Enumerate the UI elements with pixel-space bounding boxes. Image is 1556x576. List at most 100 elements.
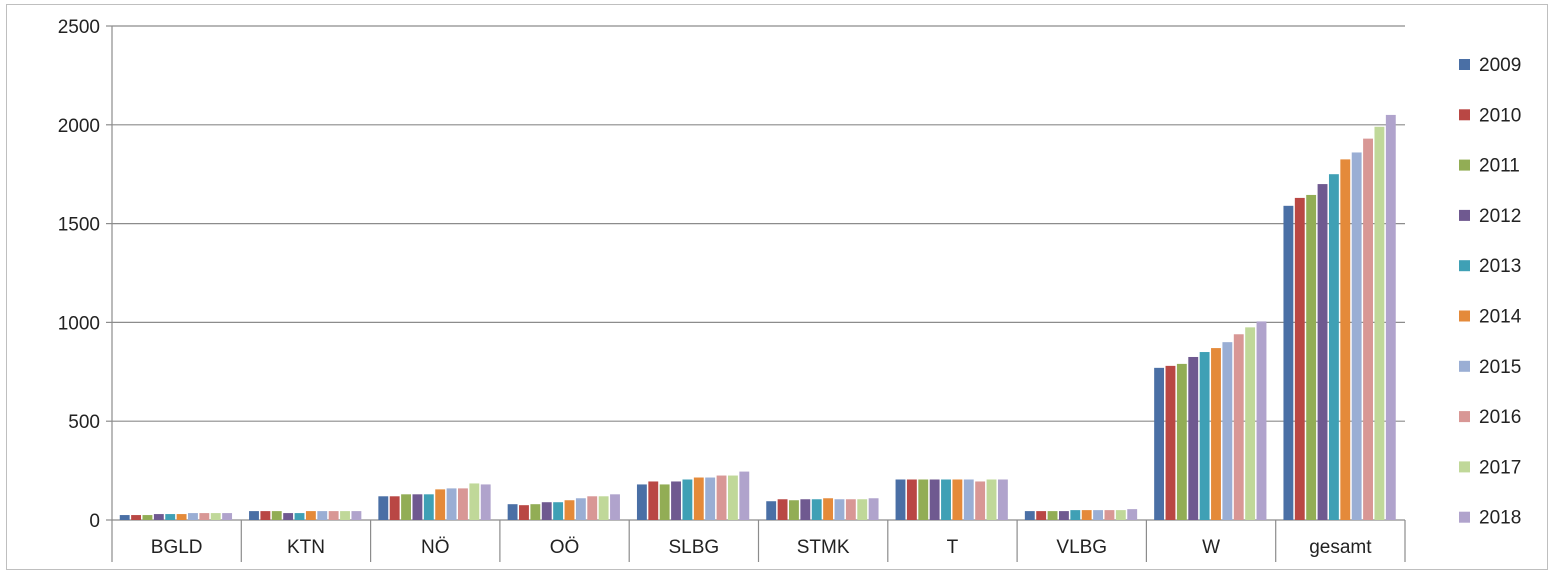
legend-swatch [1459,310,1470,322]
x-tick-label: KTN [287,537,325,558]
x-tick-label: STMK [797,537,850,558]
bar-BGLD-2014 [176,514,187,520]
legend-swatch [1459,159,1470,171]
x-tick-label: W [1202,537,1220,558]
bar-gesamt-2010 [1294,197,1305,521]
legend-item-2015: 2015 [1459,357,1521,378]
y-tick-label: 0 [89,511,100,532]
bar-OÖ-2012 [541,502,552,520]
bar-NÖ-2015 [446,488,457,520]
bar-STMK-2016 [845,499,856,520]
bar-T-2015 [963,479,974,520]
bar-STMK-2014 [823,498,834,520]
x-tick-label: gesamt [1309,537,1372,558]
bar-W-2013 [1199,352,1210,520]
bar-OÖ-2015 [575,498,586,520]
legend: 2009 2010 2011 2012 2013 2014 2015 2016 2017 2018 [1459,55,1522,529]
bar-VLBG-2010 [1036,511,1047,520]
bar-BGLD-2017 [210,513,221,520]
bar-OÖ-2010 [519,505,529,520]
bar-OÖ-2009 [507,504,518,520]
bar-OÖ-2014 [564,500,575,520]
bars [119,114,1396,521]
bar-BGLD-2010 [131,515,142,520]
bar-NÖ-2016 [458,488,468,520]
bar-NÖ-2009 [378,496,389,520]
bar-SLBG-2013 [682,479,693,520]
bar-STMK-2013 [811,499,822,520]
x-tick-label: VLBG [1056,537,1107,558]
bar-gesamt-2014 [1340,159,1351,520]
bar-VLBG-2015 [1093,510,1104,520]
bar-KTN-2016 [328,511,339,520]
bar-W-2014 [1211,348,1221,520]
legend-label: 2018 [1479,508,1521,529]
bar-STMK-2018 [868,498,879,520]
legend-swatch [1459,209,1470,221]
bar-VLBG-2014 [1081,510,1092,520]
chart-frame: 0 500 1000 1500 2000 2500 BGLD KTN NÖ OÖ SLBG STMK T… [6,4,1548,570]
legend-label: 2012 [1479,206,1521,227]
y-tick-label: 2000 [58,116,100,137]
bar-SLBG-2014 [693,477,704,520]
bar-SLBG-2015 [705,477,716,520]
y-tick-label: 2500 [58,17,100,38]
tick-labels: 0 500 1000 1500 2000 2500 BGLD KTN NÖ OÖ SLBG STMK T… [58,17,1373,558]
bar-T-2014 [952,479,963,520]
legend-item-2011: 2011 [1459,156,1520,177]
bar-SLBG-2016 [716,475,727,520]
bar-STMK-2012 [800,499,811,520]
legend-swatch [1459,461,1470,473]
bar-gesamt-2015 [1351,152,1362,521]
bar-W-2012 [1188,356,1199,520]
legend-item-2012: 2012 [1459,206,1521,227]
bar-VLBG-2017 [1115,510,1126,520]
legend-label: 2016 [1479,407,1521,428]
bar-OÖ-2013 [553,502,564,520]
bar-VLBG-2013 [1070,510,1081,520]
bar-KTN-2015 [317,511,328,520]
legend-label: 2011 [1479,156,1520,177]
bar-KTN-2013 [294,513,305,520]
legend-item-2010: 2010 [1459,105,1521,126]
legend-item-2018: 2018 [1459,508,1521,529]
bar-W-2016 [1233,334,1244,520]
legend-swatch [1459,109,1470,121]
bar-T-2010 [906,479,917,520]
x-tick-label: BGLD [151,537,203,558]
y-tick-label: 500 [68,412,100,433]
legend-swatch [1459,59,1470,70]
legend-label: 2015 [1479,357,1521,378]
bar-KTN-2010 [260,511,271,520]
bar-STMK-2011 [789,500,799,520]
bar-T-2017 [986,479,997,520]
legend-label: 2017 [1479,457,1521,478]
bar-T-2009 [895,479,906,520]
bar-T-2018 [997,479,1008,520]
bar-W-2010 [1165,365,1176,520]
bar-BGLD-2009 [119,515,130,520]
bar-KTN-2009 [249,511,259,520]
bar-STMK-2017 [857,499,868,520]
bar-KTN-2018 [351,511,362,520]
bar-STMK-2015 [834,499,845,520]
legend-label: 2013 [1479,256,1521,277]
bar-VLBG-2011 [1047,511,1058,520]
bar-SLBG-2009 [636,484,647,520]
bar-OÖ-2011 [530,504,541,520]
bar-KTN-2012 [283,513,294,520]
bar-OÖ-2017 [598,496,609,520]
bar-W-2015 [1222,342,1233,520]
bar-SLBG-2017 [727,475,738,520]
bar-BGLD-2011 [142,515,153,520]
bar-OÖ-2016 [587,496,598,520]
legend-swatch [1459,411,1470,423]
bar-STMK-2010 [777,499,788,520]
axes [106,25,1406,562]
x-tick-label: T [947,537,959,558]
bar-BGLD-2013 [165,514,176,520]
bar-KTN-2017 [340,511,350,520]
bar-gesamt-2018 [1385,114,1396,521]
bar-gesamt-2017 [1374,126,1385,520]
bar-SLBG-2012 [671,481,681,520]
